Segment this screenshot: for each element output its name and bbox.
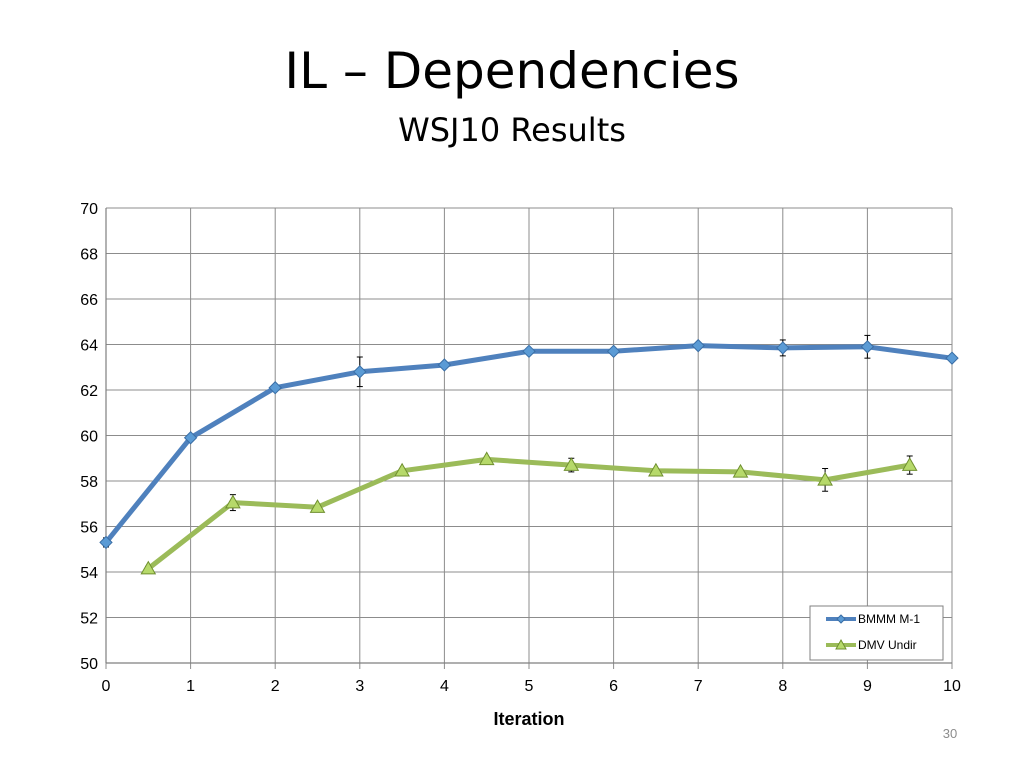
y-tick-label: 58 (80, 474, 98, 491)
x-axis-title: Iteration (493, 709, 564, 729)
bmmm-data-point (860, 340, 875, 354)
x-tick-label: 9 (863, 678, 872, 695)
dmv-legend-marker (835, 638, 847, 650)
dmv-data-point (478, 451, 495, 466)
dmv-data-point (817, 471, 833, 486)
bmmm-legend-label: BMMM M-1 (858, 612, 920, 626)
x-tick-label: 10 (943, 678, 961, 695)
legend-box (809, 605, 944, 661)
bmmm-data-point (522, 344, 536, 359)
x-tick-label: 3 (355, 678, 364, 695)
x-tick-label: 5 (525, 678, 534, 695)
dmv-data-point (648, 462, 664, 477)
grid-lines (105, 207, 953, 669)
x-tick-label: 0 (102, 678, 111, 695)
y-tick-label: 60 (80, 429, 98, 446)
x-tick-label: 4 (440, 678, 449, 695)
bmmm-data-point (99, 535, 113, 550)
bmmm-data-point (606, 344, 621, 359)
bmmm-data-point (353, 365, 367, 379)
dmv-data-point (309, 499, 326, 513)
dmv-data-point (140, 560, 157, 575)
y-tick-label: 54 (80, 565, 98, 582)
bmmm-data-point (437, 358, 452, 372)
bmmm-data-point (776, 341, 790, 355)
dmv-data-point (394, 462, 410, 477)
bmmm-data-point (268, 381, 282, 395)
y-tick-label: 70 (80, 201, 98, 218)
y-tick-label: 64 (80, 338, 98, 355)
y-tick-label: 68 (80, 247, 98, 264)
dmv-data-point (563, 457, 580, 471)
bmmm-legend-marker-shape (836, 614, 846, 624)
chart-legend: BMMM M-1 DMV Undir (809, 605, 944, 661)
y-tick-label: 56 (80, 520, 98, 537)
x-tick-label: 6 (609, 678, 618, 695)
dmv-series-line (145, 456, 913, 572)
data-markers (99, 338, 959, 575)
bmmm-data-point (691, 338, 705, 353)
bmmm-data-point (945, 351, 959, 365)
x-tick-label: 2 (271, 678, 280, 695)
x-tick-label: 7 (694, 678, 703, 695)
bmmm-data-point (183, 431, 198, 445)
y-tick-label: 62 (80, 383, 98, 400)
bmmm-legend-marker (836, 614, 846, 624)
page-number: 30 (942, 726, 958, 741)
dmv-data-point (901, 457, 918, 471)
dmv-legend-marker-shape (835, 638, 847, 650)
slide-title: IL – Dependencies (284, 42, 740, 100)
dmv-data-point (225, 494, 241, 509)
slide-subtitle: WSJ10 Results (398, 111, 626, 149)
y-tick-label: 66 (80, 292, 98, 309)
y-tick-label: 50 (80, 656, 98, 673)
x-tick-label: 8 (778, 678, 787, 695)
dmv-data-point (732, 463, 749, 478)
dmv-legend-label: DMV Undir (858, 638, 917, 652)
x-tick-label: 1 (186, 678, 195, 695)
y-tick-label: 52 (80, 611, 98, 628)
